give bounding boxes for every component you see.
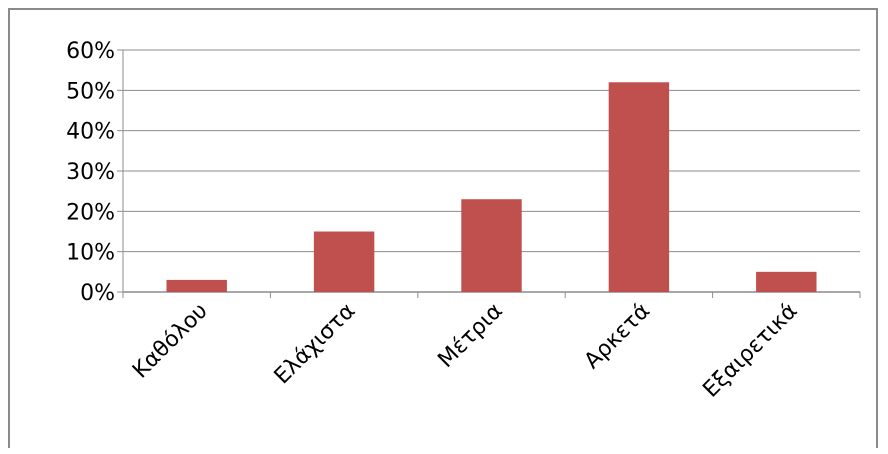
- y-tick-label: 20%: [66, 200, 115, 225]
- y-tick-label: 10%: [66, 241, 115, 266]
- y-tick-label: 40%: [66, 120, 115, 145]
- y-tick-label: 50%: [66, 79, 115, 104]
- y-tick-label: 0%: [80, 281, 115, 306]
- bar-3: [461, 199, 522, 292]
- y-tick-label: 30%: [66, 160, 115, 185]
- x-tick-label: Εξαιρετικά: [698, 299, 802, 403]
- y-tick-label: 60%: [66, 39, 115, 64]
- x-tick-label: Καθόλου: [128, 299, 213, 384]
- x-tick-label: Μέτρια: [433, 299, 507, 373]
- bar-5: [756, 271, 817, 292]
- bar-2: [313, 231, 375, 292]
- bar-4: [608, 82, 670, 293]
- x-tick-label: Αρκετά: [580, 299, 655, 374]
- bar-1: [166, 279, 227, 292]
- x-tick-label: Ελάχιστα: [270, 299, 361, 390]
- chart-frame: 0% 10% 20% 30% 40% 50% 60% Καθόλου Ελάχιστα Μέτρι…: [8, 8, 878, 448]
- bar-chart: 0% 10% 20% 30% 40% 50% 60% Καθόλου Ελάχιστα Μέτρι…: [66, 39, 861, 403]
